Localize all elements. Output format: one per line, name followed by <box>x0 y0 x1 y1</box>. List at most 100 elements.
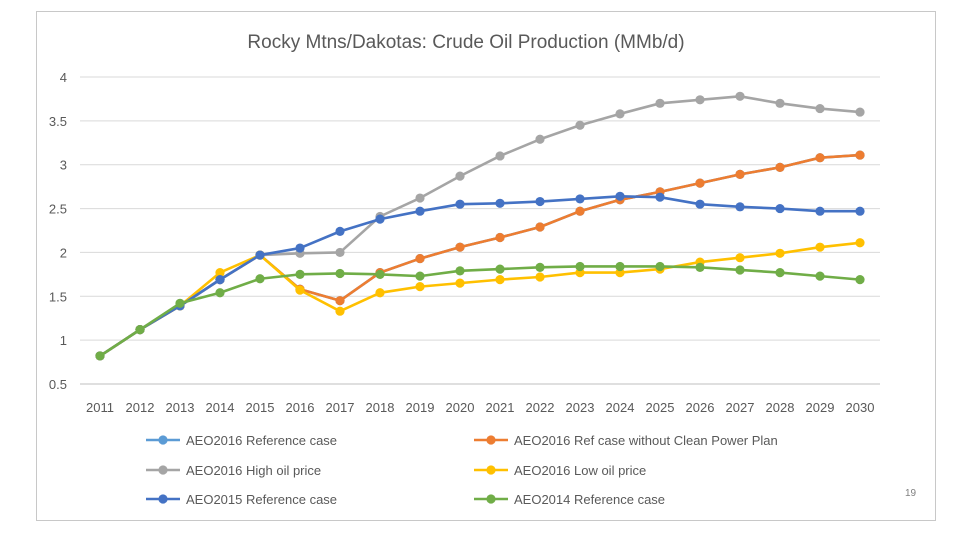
data-point <box>655 192 665 202</box>
data-point <box>615 191 625 201</box>
legend-label: AEO2016 High oil price <box>186 463 321 478</box>
x-tick-label: 2019 <box>406 400 435 415</box>
data-point <box>415 282 425 292</box>
x-tick-label: 2024 <box>606 400 635 415</box>
x-tick-label: 2014 <box>206 400 235 415</box>
x-tick-label: 2029 <box>806 400 835 415</box>
legend: AEO2016 Reference case AEO2016 Ref case w… <box>146 433 778 507</box>
chart-frame <box>36 11 936 521</box>
data-point <box>495 232 505 243</box>
x-tick-label: 2027 <box>726 400 755 415</box>
series-lines <box>95 91 865 361</box>
data-point <box>815 242 825 252</box>
data-point <box>215 275 225 285</box>
data-point <box>575 120 585 130</box>
x-tick-label: 2030 <box>846 400 875 415</box>
legend-swatch-marker <box>486 494 496 504</box>
data-point <box>775 268 785 278</box>
data-point <box>735 91 745 101</box>
data-point <box>535 134 545 144</box>
data-point <box>415 271 425 281</box>
x-tick-label: 2021 <box>486 400 515 415</box>
data-point <box>455 199 465 209</box>
data-point <box>855 238 865 248</box>
data-point <box>815 206 825 216</box>
page-number: 19 <box>905 488 917 499</box>
data-point <box>335 247 345 258</box>
data-point <box>255 250 265 260</box>
data-point <box>415 206 425 216</box>
y-tick-label: 1.5 <box>49 289 67 304</box>
data-point <box>295 269 305 279</box>
series-line <box>99 94 861 358</box>
x-tick-label: 2015 <box>246 400 275 415</box>
series-aeo2014-reference-case <box>95 261 865 361</box>
legend-item: AEO2016 High oil price <box>146 463 321 478</box>
y-tick-label: 2.5 <box>49 202 67 217</box>
x-tick-label: 2011 <box>86 400 114 415</box>
data-point <box>335 226 345 236</box>
data-point <box>855 206 865 216</box>
legend-item: AEO2015 Reference case <box>146 492 337 507</box>
series-aeo2016-high-oil-price <box>95 91 865 361</box>
legend-item: AEO2014 Reference case <box>474 492 665 507</box>
legend-swatch-marker <box>486 435 496 445</box>
data-point <box>695 262 705 272</box>
data-point <box>455 266 465 276</box>
data-point <box>415 193 425 203</box>
data-point <box>535 262 545 272</box>
data-point <box>535 272 545 282</box>
series-line <box>99 194 860 358</box>
chart-title: Rocky Mtns/Dakotas: Crude Oil Production… <box>247 32 684 53</box>
data-point <box>735 202 745 212</box>
data-point <box>335 268 345 279</box>
data-point <box>855 275 865 285</box>
data-point <box>495 275 505 285</box>
x-tick-label: 2026 <box>686 400 715 415</box>
data-point <box>495 151 505 161</box>
series-aeo2015-reference-case <box>95 191 865 361</box>
x-tick-label: 2028 <box>766 400 795 415</box>
data-point <box>655 98 665 108</box>
x-tick-label: 2022 <box>526 400 555 415</box>
x-axis-ticks: 2011 2012 2013 2014 2015 2016 2017 2018 2019 2020… <box>86 400 874 415</box>
data-point <box>375 288 385 298</box>
data-point <box>295 285 305 295</box>
legend-label: AEO2016 Reference case <box>186 433 337 448</box>
data-point <box>695 199 705 209</box>
data-point <box>495 264 505 274</box>
data-point <box>375 269 385 279</box>
data-point <box>735 253 745 263</box>
data-point <box>215 288 225 298</box>
series-aeo2016-low-oil-price <box>95 238 865 361</box>
legend-swatch-marker <box>486 465 496 475</box>
legend-label: AEO2014 Reference case <box>514 492 665 507</box>
series-line <box>99 153 861 358</box>
legend-item: AEO2016 Ref case without Clean Power Pla… <box>474 433 778 448</box>
data-point <box>455 171 465 181</box>
data-point <box>775 98 785 108</box>
data-point <box>615 261 625 272</box>
y-tick-label: 4 <box>60 70 67 85</box>
x-tick-label: 2025 <box>646 400 675 415</box>
data-point <box>655 261 665 272</box>
legend-label: AEO2015 Reference case <box>186 492 337 507</box>
data-point <box>95 351 105 361</box>
data-point <box>735 169 745 179</box>
y-tick-label: 3 <box>60 158 67 173</box>
data-point <box>855 107 865 117</box>
x-tick-label: 2013 <box>166 400 195 415</box>
data-point <box>455 242 465 252</box>
data-point <box>815 153 825 163</box>
legend-item: AEO2016 Reference case <box>146 433 337 448</box>
x-tick-label: 2023 <box>566 400 595 415</box>
data-point <box>135 325 145 335</box>
data-point <box>215 268 225 278</box>
y-tick-label: 2 <box>60 245 67 260</box>
series-line <box>99 265 861 358</box>
data-point <box>815 103 825 114</box>
data-point <box>815 271 825 281</box>
data-point <box>175 298 185 308</box>
legend-item: AEO2016 Low oil price <box>474 463 646 478</box>
y-axis-ticks: 0.5 1 1.5 2 2.5 3 3.5 4 <box>49 70 67 392</box>
